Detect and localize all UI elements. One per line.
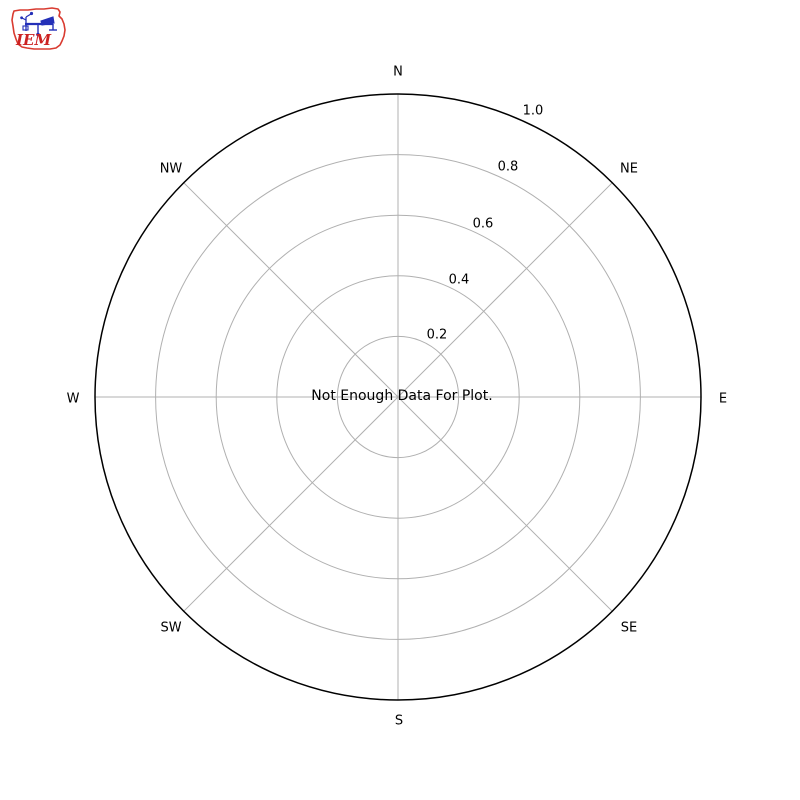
direction-label-sw: SW: [160, 621, 181, 636]
grid-circle-0-2: [336, 335, 460, 459]
direction-label-s: S: [395, 714, 403, 729]
direction-label-se: SE: [621, 621, 637, 636]
spoke-sw: [183, 396, 399, 612]
radial-tick-label-0-8: 0.8: [498, 160, 519, 175]
spoke-nw: [183, 182, 399, 398]
grid-circle-0-8: [155, 154, 641, 640]
polar-outer-boundary: [94, 93, 702, 701]
radial-tick-label-1-0: 1.0: [523, 104, 544, 119]
polar-spokes: [95, 94, 701, 700]
iowa-outline-icon: [11, 7, 66, 50]
spoke-se: [397, 396, 613, 612]
anemometer-icon: [20, 11, 57, 37]
grid-circle-0-4: [276, 275, 520, 519]
direction-label-w: W: [67, 392, 80, 407]
no-data-message: Not Enough Data For Plot.: [311, 388, 492, 404]
direction-label-e: E: [719, 392, 727, 407]
iem-logo-text: IEM: [15, 31, 51, 49]
radial-tick-label-0-4: 0.4: [449, 273, 470, 288]
grid-circle-0-6: [215, 214, 581, 580]
radial-tick-label-0-2: 0.2: [427, 328, 448, 343]
polar-grid-circles: [155, 154, 641, 640]
direction-label-n: N: [393, 65, 403, 80]
iem-logo[interactable]: IEM: [8, 4, 70, 54]
spoke-ne: [397, 182, 613, 398]
direction-label-nw: NW: [160, 162, 183, 177]
direction-label-ne: NE: [620, 162, 638, 177]
radial-tick-label-0-6: 0.6: [473, 217, 494, 232]
iem-logo-graphic: IEM: [11, 7, 66, 50]
